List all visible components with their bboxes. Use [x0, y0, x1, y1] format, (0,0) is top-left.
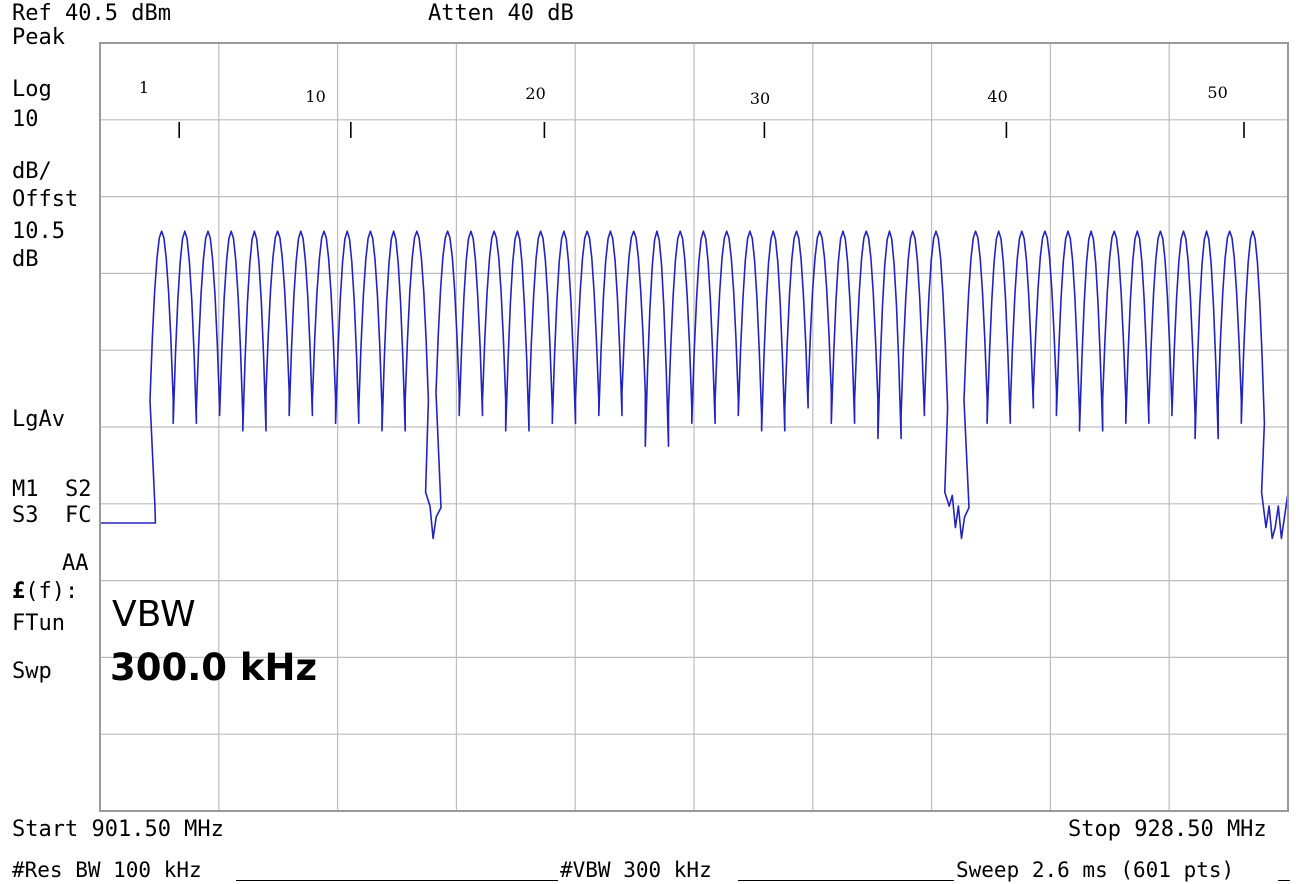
detector-peak-label: Peak [12, 25, 65, 50]
channel-label: 50 [1207, 83, 1227, 102]
channel-label: 1 [139, 78, 149, 97]
active-function-value: 300.0 kHz [110, 646, 318, 689]
attenuation-label: Atten 40 dB [428, 1, 574, 26]
trace-flags-1: M1 S2 [12, 477, 92, 502]
active-function-name: VBW [112, 594, 196, 635]
spectrum-trace [100, 230, 1289, 540]
detector-mode-label: LgAv [12, 407, 65, 432]
vbw-label: #VBW 300 kHz [560, 858, 712, 882]
offset-value-label: 10.5 [12, 219, 65, 244]
start-frequency-label: Start 901.50 MHz [12, 817, 224, 842]
function-label: £(f): [12, 580, 78, 604]
trace-flags-3: AA [62, 551, 89, 576]
chart-grid [100, 43, 1288, 811]
ref-level-label: Ref 40.5 dBm [12, 1, 171, 26]
footer-underline-2 [738, 880, 954, 881]
channel-label: 40 [987, 87, 1007, 106]
scale-value-label: 10 [12, 107, 39, 132]
function-line-2: FTun [12, 611, 65, 636]
marker-ticks [178, 122, 1245, 138]
function-line-3: Swp [12, 659, 52, 684]
channel-labels: 1 10 20 30 40 50 [139, 78, 1228, 108]
sweep-label: Sweep 2.6 ms (601 pts) [956, 858, 1235, 882]
function-symbol: £ [12, 579, 26, 604]
offset-label: Offst [12, 187, 79, 212]
footer-underline-1 [236, 880, 558, 881]
channel-label: 10 [305, 87, 325, 106]
footer-underline-3 [1278, 880, 1290, 881]
offset-unit-label: dB [12, 247, 39, 272]
graticule-frame [99, 42, 1289, 812]
channel-label: 20 [525, 84, 545, 103]
stop-frequency-label: Stop 928.50 MHz [1068, 817, 1267, 842]
res-bw-label: #Res BW 100 kHz [12, 858, 202, 882]
scale-log-label: Log [12, 77, 52, 102]
scale-unit-label: dB/ [12, 159, 52, 184]
channel-label: 30 [750, 89, 770, 108]
trace-flags-2: S3 FC [12, 503, 92, 528]
function-text: (f): [25, 579, 79, 604]
